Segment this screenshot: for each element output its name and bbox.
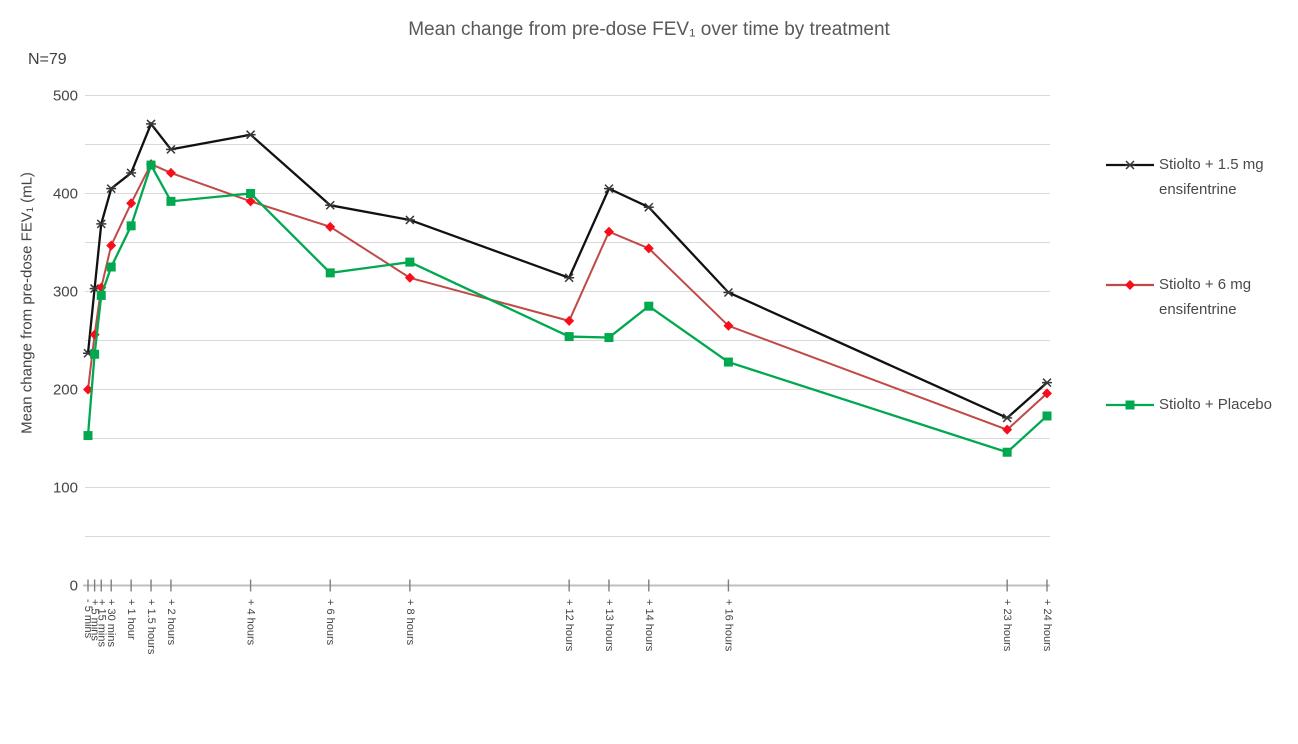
marker-square (1125, 400, 1135, 410)
series-line (86, 121, 1048, 420)
marker-square (604, 333, 614, 343)
legend-item: Stiolto + Placebo (1104, 392, 1296, 417)
marker-x (723, 287, 734, 298)
marker-diamond (165, 167, 176, 178)
legend-label-line: ensifentrine (1159, 301, 1237, 318)
marker-square (1042, 411, 1052, 421)
x-tick-label: + 4 hours (245, 599, 257, 646)
marker-square (83, 431, 93, 441)
gridlines (85, 95, 1050, 537)
x-tick-label: + 14 hours (643, 599, 655, 652)
marker-square (146, 160, 156, 170)
x-tick-label: + 23 hours (1001, 599, 1013, 652)
marker-diamond (126, 198, 137, 209)
marker-x (146, 119, 157, 129)
x-tick-label: - 5 mins (82, 599, 94, 639)
x-tick-label: + 24 hours (1041, 599, 1053, 652)
y-tick-label: 300 (53, 284, 78, 301)
y-tick-label: 200 (53, 382, 78, 399)
series-green (83, 160, 1052, 457)
marker-diamond (723, 320, 734, 331)
marker-diamond (1125, 280, 1135, 290)
marker-x (106, 184, 117, 194)
marker-x (126, 168, 137, 178)
marker-square (325, 268, 335, 278)
x-tick-label: + 1.5 hours (145, 599, 157, 655)
marker-x (325, 200, 336, 210)
y-axis-labels: 0 100 200 300 400 500 (53, 88, 78, 595)
marker-diamond (643, 243, 654, 254)
marker-diamond (106, 240, 117, 251)
x-tick-label: + 8 hours (404, 599, 416, 646)
x-tick-label: + 15 mins (95, 599, 107, 647)
marker-diamond (1002, 424, 1013, 435)
marker-x (404, 215, 415, 225)
marker-square (106, 262, 116, 272)
marker-diamond (1041, 388, 1052, 399)
marker-square (1002, 447, 1012, 457)
x-axis-ticks (87, 579, 1048, 592)
series-line (87, 162, 1048, 431)
legend-label: Stiolto + 6 mg ensifentrine (1159, 272, 1251, 322)
x-tick-label: + 13 hours (603, 599, 615, 652)
marker-x (1041, 378, 1052, 388)
plot-area: 0 100 200 300 400 500 - 5 mins+ 5 mins+ 15 min… (53, 88, 1053, 655)
y-tick-label: 100 (53, 480, 78, 497)
legend-label: Stiolto + 1.5 mg ensifentrine (1159, 152, 1264, 202)
marker-diamond (404, 272, 415, 283)
marker-square (90, 349, 100, 359)
chart-title: Mean change from pre-dose FEV₁ over time… (408, 19, 890, 40)
marker-square (723, 357, 733, 367)
marker-x (643, 202, 654, 212)
x-tick-label: + 5 mins (89, 599, 101, 641)
legend-label-line: Stiolto + 6 mg (1159, 276, 1252, 293)
y-tick-label: 500 (53, 88, 78, 105)
legend-label: Stiolto + Placebo (1159, 392, 1272, 417)
legend-sample-line (1106, 280, 1154, 290)
x-tick-label: + 16 hours (722, 599, 734, 652)
y-tick-label: 0 (70, 578, 78, 595)
marker-square (564, 332, 574, 342)
x-tick-label: + 1 hour (125, 599, 137, 640)
marker-diamond (564, 315, 575, 326)
series-line (86, 162, 1048, 454)
marker-square (126, 221, 136, 231)
y-tick-label: 400 (53, 186, 78, 203)
marker-square (405, 257, 415, 267)
marker-x (245, 130, 256, 140)
marker-x (564, 273, 575, 283)
marker-diamond (325, 221, 336, 232)
marker-diamond (603, 226, 614, 237)
legend-label-line: ensifentrine (1159, 181, 1237, 198)
x-tick-label: + 6 hours (324, 599, 336, 646)
sample-size-label: N=79 (28, 51, 67, 68)
legend-sample-line (1106, 160, 1154, 170)
marker-x (1002, 413, 1013, 423)
marker-square (644, 301, 654, 311)
marker-x (96, 219, 107, 229)
marker-square (166, 196, 176, 206)
legend-sample-line (1106, 400, 1154, 410)
chart-legend: Stiolto + 1.5 mg ensifentrine Stiolto + 6 … (1104, 152, 1296, 417)
legend-label-line: Stiolto + Placebo (1159, 396, 1272, 413)
marker-square (96, 290, 106, 300)
series-black (83, 119, 1052, 423)
x-tick-label: + 12 hours (563, 599, 575, 652)
marker-x (1125, 160, 1135, 170)
legend-item: Stiolto + 6 mg ensifentrine (1104, 272, 1296, 322)
marker-x (603, 184, 614, 194)
x-tick-label: + 30 mins (105, 599, 117, 647)
marker-diamond (245, 196, 256, 207)
legend-label-line: Stiolto + 1.5 mg (1159, 156, 1264, 173)
marker-x (165, 144, 176, 154)
marker-square (246, 189, 256, 198)
series-red (83, 159, 1052, 435)
legend-item: Stiolto + 1.5 mg ensifentrine (1104, 152, 1296, 202)
x-tick-label: + 2 hours (165, 599, 177, 646)
x-axis-labels: - 5 mins+ 5 mins+ 15 mins+ 30 mins + 1 ho… (82, 599, 1053, 655)
